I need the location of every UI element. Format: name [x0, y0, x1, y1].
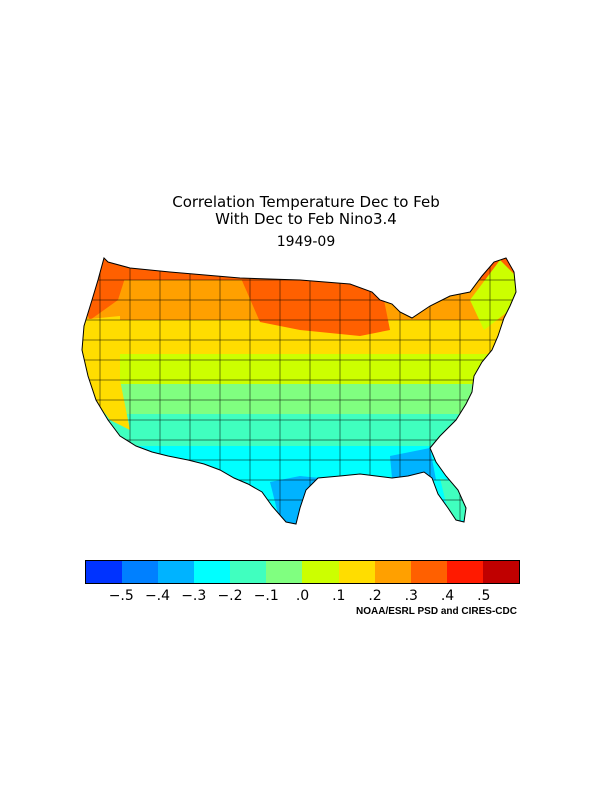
legend-tick-label: −.3 [181, 588, 207, 604]
legend-swatch [446, 561, 483, 583]
legend-tick-label: .1 [332, 588, 346, 604]
legend-swatch [194, 561, 231, 583]
legend-tick-label: −.2 [217, 588, 243, 604]
legend-tick-label: .4 [440, 588, 455, 604]
legend-swatch [86, 561, 123, 583]
band-far-north [82, 258, 516, 280]
credit-label: NOAA/ESRL PSD and CIRES-CDC [356, 606, 517, 617]
legend-swatch [230, 561, 267, 583]
us-outline [81, 257, 517, 525]
legend-swatch [158, 561, 195, 583]
legend-swatch [374, 561, 411, 583]
band-south-central [82, 384, 516, 414]
legend-tick-label: .3 [404, 588, 418, 604]
upper-midwest-region [240, 276, 390, 336]
map-fill [82, 258, 516, 524]
band-central [82, 354, 516, 384]
legend-tick-label: −.1 [253, 588, 279, 604]
legend-swatch [338, 561, 375, 583]
legend-swatch [302, 561, 339, 583]
chart-title: Correlation Temperature Dec to Feb [172, 193, 440, 211]
legend-swatch [266, 561, 303, 583]
legend-tick-label: .2 [368, 588, 382, 604]
california-coast-region [82, 316, 130, 430]
new-england-region [470, 260, 516, 330]
legend-swatch [122, 561, 159, 583]
color-legend [85, 560, 520, 584]
legend-swatch [410, 561, 447, 583]
legend-tick-label: −.5 [108, 588, 134, 604]
period-label: 1949-09 [276, 234, 336, 250]
legend-tick-label: −.4 [144, 588, 171, 604]
legend-swatch [482, 561, 519, 583]
band-south [82, 414, 516, 446]
legend-tick-label: .5 [477, 588, 491, 604]
chart-subtitle: With Dec to Feb Nino3.4 [215, 210, 397, 228]
legend-tick-label: .0 [295, 588, 310, 604]
